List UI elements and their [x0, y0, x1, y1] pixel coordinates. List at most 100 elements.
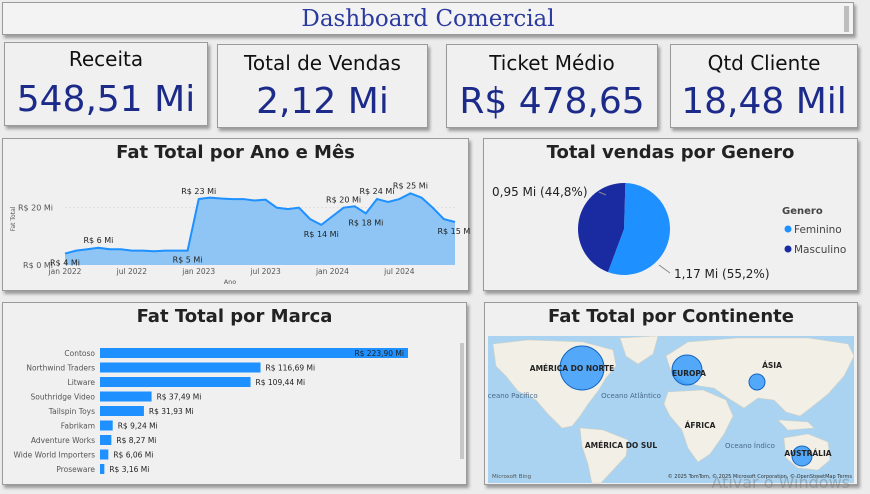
bar-category-label: Contoso [64, 349, 95, 358]
bubble-europe [671, 354, 703, 386]
y-tick-label: R$ 0 Mi [23, 261, 53, 270]
x-tick-label: jul 2024 [383, 267, 415, 276]
bubble-north-america [559, 345, 605, 391]
kpi-card-receita: Receita 548,51 Mi [4, 42, 208, 126]
legend-marker [784, 245, 792, 253]
x-tick-label: jan 2022 [48, 267, 82, 276]
bar-value-label: R$ 6,06 Mi [113, 451, 153, 460]
area-fill [65, 193, 455, 265]
bar [100, 377, 251, 387]
bar-value-label: R$ 8,27 Mi [116, 436, 156, 445]
bar-value-label: R$ 116,69 Mi [266, 364, 316, 373]
bar [100, 406, 144, 416]
bar-category-label: Southridge Video [31, 393, 96, 402]
bar-chart-panel[interactable]: Fat Total por Marca Contoso R$ 223,90 Mi N… [2, 302, 467, 485]
series-line [64, 192, 456, 255]
kpi-card-total-vendas: Total de Vendas 2,12 Mi [217, 44, 428, 128]
bar-category-label: Litware [68, 378, 96, 387]
x-tick-label: jul 2022 [116, 267, 148, 276]
pie-chart-panel[interactable]: Total vendas por Genero 0,95 Mi (44,8%) 1… [483, 138, 858, 291]
bar [100, 464, 105, 474]
bar [100, 348, 408, 358]
data-label: R$ 23 Mi [181, 187, 216, 196]
data-label: R$ 20 Mi [326, 196, 361, 205]
map-panel[interactable]: Fat Total por Continente AMÉRICA DO NORT… [484, 302, 858, 485]
header-bar: Dashboard Comercial [2, 2, 854, 35]
map-label-africa: ÁFRICA [685, 421, 716, 430]
legend-item: Feminino [794, 224, 842, 236]
bar-chart-scrollbar [460, 343, 464, 459]
bar-category-label: Fabrikam [61, 422, 95, 431]
data-label: R$ 15 Mi [437, 227, 470, 236]
x-tick-label: jul 2023 [249, 267, 281, 276]
pie-leader-line [658, 264, 671, 274]
y-tick-label: R$ 20 Mi [18, 204, 53, 213]
data-label: R$ 18 Mi [348, 218, 383, 227]
map-label-pacific: Oceano Pacífico [488, 392, 538, 400]
bar-category-label: Tailspin Toys [48, 407, 95, 416]
map-label-asia: ÁSIA [762, 361, 782, 370]
kpi-card-qtd-cliente: Qtd Cliente 18,48 Mil [670, 44, 858, 128]
map-label-europe: EUROPA [672, 369, 706, 378]
map-label-indian-text: Oceano Índico [725, 441, 775, 450]
land-greenland [619, 336, 659, 365]
kpi-value: 548,51 Mi [16, 79, 196, 120]
bar-category-label: Adventure Works [31, 436, 95, 445]
kpi-label: Total de Vendas [244, 51, 401, 75]
bar-value-label: R$ 3,16 Mi [109, 465, 149, 474]
map-label-atlantic-text: Oceano Atlântico [601, 392, 661, 400]
x-axis-title: Ano [224, 278, 237, 286]
bar-category-label: Wide World Importers [14, 451, 96, 460]
map-copyright: © 2025 TomTom, © 2025 Microsoft Corporat… [668, 473, 853, 480]
bubble-asia [748, 373, 766, 391]
kpi-label: Ticket Médio [489, 51, 615, 75]
legend-item: Masculino [794, 244, 846, 256]
line-chart-title: Fat Total por Ano e Mês [116, 142, 355, 163]
world-map[interactable]: AMÉRICA DO NORTE EUROPA ÁSIA AUSTRÁLIA O… [488, 336, 860, 484]
kpi-value: 18,48 Mil [681, 81, 847, 122]
bar-chart[interactable]: Contoso R$ 223,90 Mi Northwind Traders R$ 1… [3, 303, 468, 486]
bar [100, 420, 113, 431]
data-label: R$ 25 Mi [393, 181, 428, 190]
land-africa [663, 389, 734, 463]
pie-chart-title: Total vendas por Genero [546, 142, 795, 163]
land-indonesia [777, 419, 815, 431]
legend-title: Genero [782, 206, 823, 217]
pie-leader-line [598, 191, 607, 196]
map-label-north-america: AMÉRICA DO NORTE [530, 364, 614, 373]
bar-value-label: R$ 9,24 Mi [118, 422, 158, 431]
kpi-label: Qtd Cliente [707, 51, 821, 75]
data-label: R$ 4 Mi [50, 259, 80, 268]
kpi-label: Receita [68, 47, 144, 71]
y-axis-title: Fat Total [10, 206, 17, 231]
bar-value-label: R$ 31,93 Mi [149, 407, 194, 416]
page-title: Dashboard Comercial [301, 6, 555, 32]
data-label: R$ 5 Mi [173, 256, 203, 265]
kpi-value: R$ 478,65 [459, 81, 645, 122]
kpi-value: 2,12 Mi [256, 81, 389, 122]
header-scrollbar[interactable] [844, 6, 849, 32]
pie-slice-masculino [578, 183, 626, 273]
x-tick-label: jan 2024 [315, 267, 349, 276]
land-south-america [579, 427, 629, 484]
data-label: R$ 24 Mi [359, 187, 394, 196]
bar-value-label: R$ 109,44 Mi [256, 378, 306, 387]
windows-watermark: Ativar o Windows [711, 473, 850, 492]
map-title: Fat Total por Continente [548, 306, 794, 327]
data-label: R$ 6 Mi [83, 236, 113, 245]
pie-label-masculino: 0,95 Mi (44,8%) [492, 185, 588, 199]
bar-category-label: Proseware [56, 465, 95, 474]
pie-chart[interactable]: 0,95 Mi (44,8%) 1,17 Mi (55,2%) Genero Femi… [484, 139, 859, 292]
map-label-pacific-text: Oceano Pacífico [488, 392, 538, 400]
map-label-atlantic: Oceano Atlântico [601, 392, 661, 400]
line-chart-panel[interactable]: Fat Total por Ano e Mês R$ 0 Mi R$ 20 Mi F… [2, 138, 470, 292]
data-label: R$ 14 Mi [304, 230, 339, 239]
map-brand: Microsoft Bing [492, 474, 531, 480]
bar [100, 391, 152, 402]
bar [100, 449, 109, 460]
legend-marker [784, 225, 792, 233]
pie-label-feminino: 1,17 Mi (55,2%) [674, 267, 770, 281]
bar [100, 362, 261, 373]
map-label-australia: AUSTRÁLIA [784, 449, 831, 458]
